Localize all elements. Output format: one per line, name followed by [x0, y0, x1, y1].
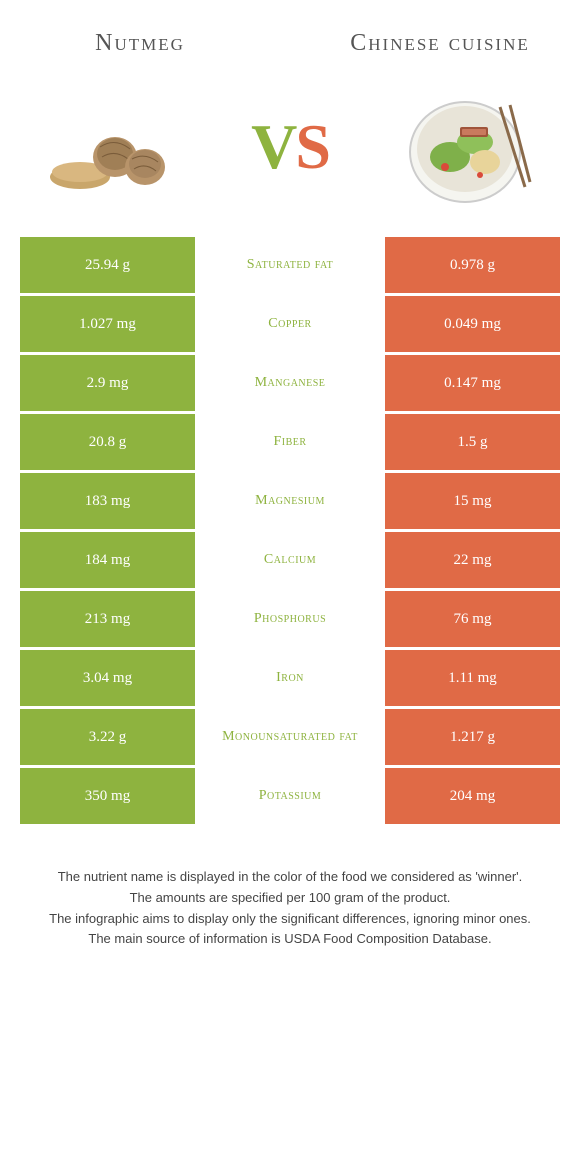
nutrient-label: Saturated fat	[195, 237, 385, 293]
table-row: 350 mgPotassium204 mg	[20, 768, 560, 824]
right-value: 76 mg	[385, 591, 560, 647]
left-value: 184 mg	[20, 532, 195, 588]
images-row: VS	[0, 77, 580, 237]
nutrient-label: Fiber	[195, 414, 385, 470]
right-value: 0.049 mg	[385, 296, 560, 352]
table-row: 3.22 gMonounsaturated fat1.217 g	[20, 709, 560, 765]
left-value: 213 mg	[20, 591, 195, 647]
nutmeg-image	[40, 87, 190, 207]
left-value: 20.8 g	[20, 414, 195, 470]
left-value: 1.027 mg	[20, 296, 195, 352]
footer-line: The nutrient name is displayed in the co…	[30, 867, 550, 888]
footer: The nutrient name is displayed in the co…	[0, 827, 580, 950]
table-row: 2.9 mgManganese0.147 mg	[20, 355, 560, 411]
nutrient-label: Manganese	[195, 355, 385, 411]
comparison-table: 25.94 gSaturated fat0.978 g1.027 mgCoppe…	[0, 237, 580, 824]
right-title: Chinese cuisine	[350, 30, 530, 57]
left-value: 3.22 g	[20, 709, 195, 765]
left-value: 183 mg	[20, 473, 195, 529]
vs-s: S	[295, 111, 329, 182]
right-value: 1.5 g	[385, 414, 560, 470]
left-title: Nutmeg	[50, 30, 230, 57]
table-row: 184 mgCalcium22 mg	[20, 532, 560, 588]
table-row: 25.94 gSaturated fat0.978 g	[20, 237, 560, 293]
right-value: 0.978 g	[385, 237, 560, 293]
nutrient-label: Phosphorus	[195, 591, 385, 647]
footer-line: The amounts are specified per 100 gram o…	[30, 888, 550, 909]
left-value: 350 mg	[20, 768, 195, 824]
nutrient-label: Magnesium	[195, 473, 385, 529]
vs-label: VS	[251, 110, 329, 184]
left-value: 25.94 g	[20, 237, 195, 293]
nutrient-label: Calcium	[195, 532, 385, 588]
table-row: 20.8 gFiber1.5 g	[20, 414, 560, 470]
nutrient-label: Copper	[195, 296, 385, 352]
right-value: 0.147 mg	[385, 355, 560, 411]
right-value: 204 mg	[385, 768, 560, 824]
table-row: 213 mgPhosphorus76 mg	[20, 591, 560, 647]
right-value: 1.11 mg	[385, 650, 560, 706]
footer-line: The main source of information is USDA F…	[30, 929, 550, 950]
left-value: 3.04 mg	[20, 650, 195, 706]
nutrient-label: Potassium	[195, 768, 385, 824]
right-value: 15 mg	[385, 473, 560, 529]
chinese-bowl-image	[390, 87, 540, 207]
right-value: 22 mg	[385, 532, 560, 588]
right-value: 1.217 g	[385, 709, 560, 765]
table-row: 183 mgMagnesium15 mg	[20, 473, 560, 529]
table-row: 3.04 mgIron1.11 mg	[20, 650, 560, 706]
header: Nutmeg Chinese cuisine	[0, 0, 580, 77]
nutrient-label: Monounsaturated fat	[195, 709, 385, 765]
table-row: 1.027 mgCopper0.049 mg	[20, 296, 560, 352]
nutrient-label: Iron	[195, 650, 385, 706]
footer-line: The infographic aims to display only the…	[30, 909, 550, 930]
left-value: 2.9 mg	[20, 355, 195, 411]
vs-v: V	[251, 111, 295, 182]
